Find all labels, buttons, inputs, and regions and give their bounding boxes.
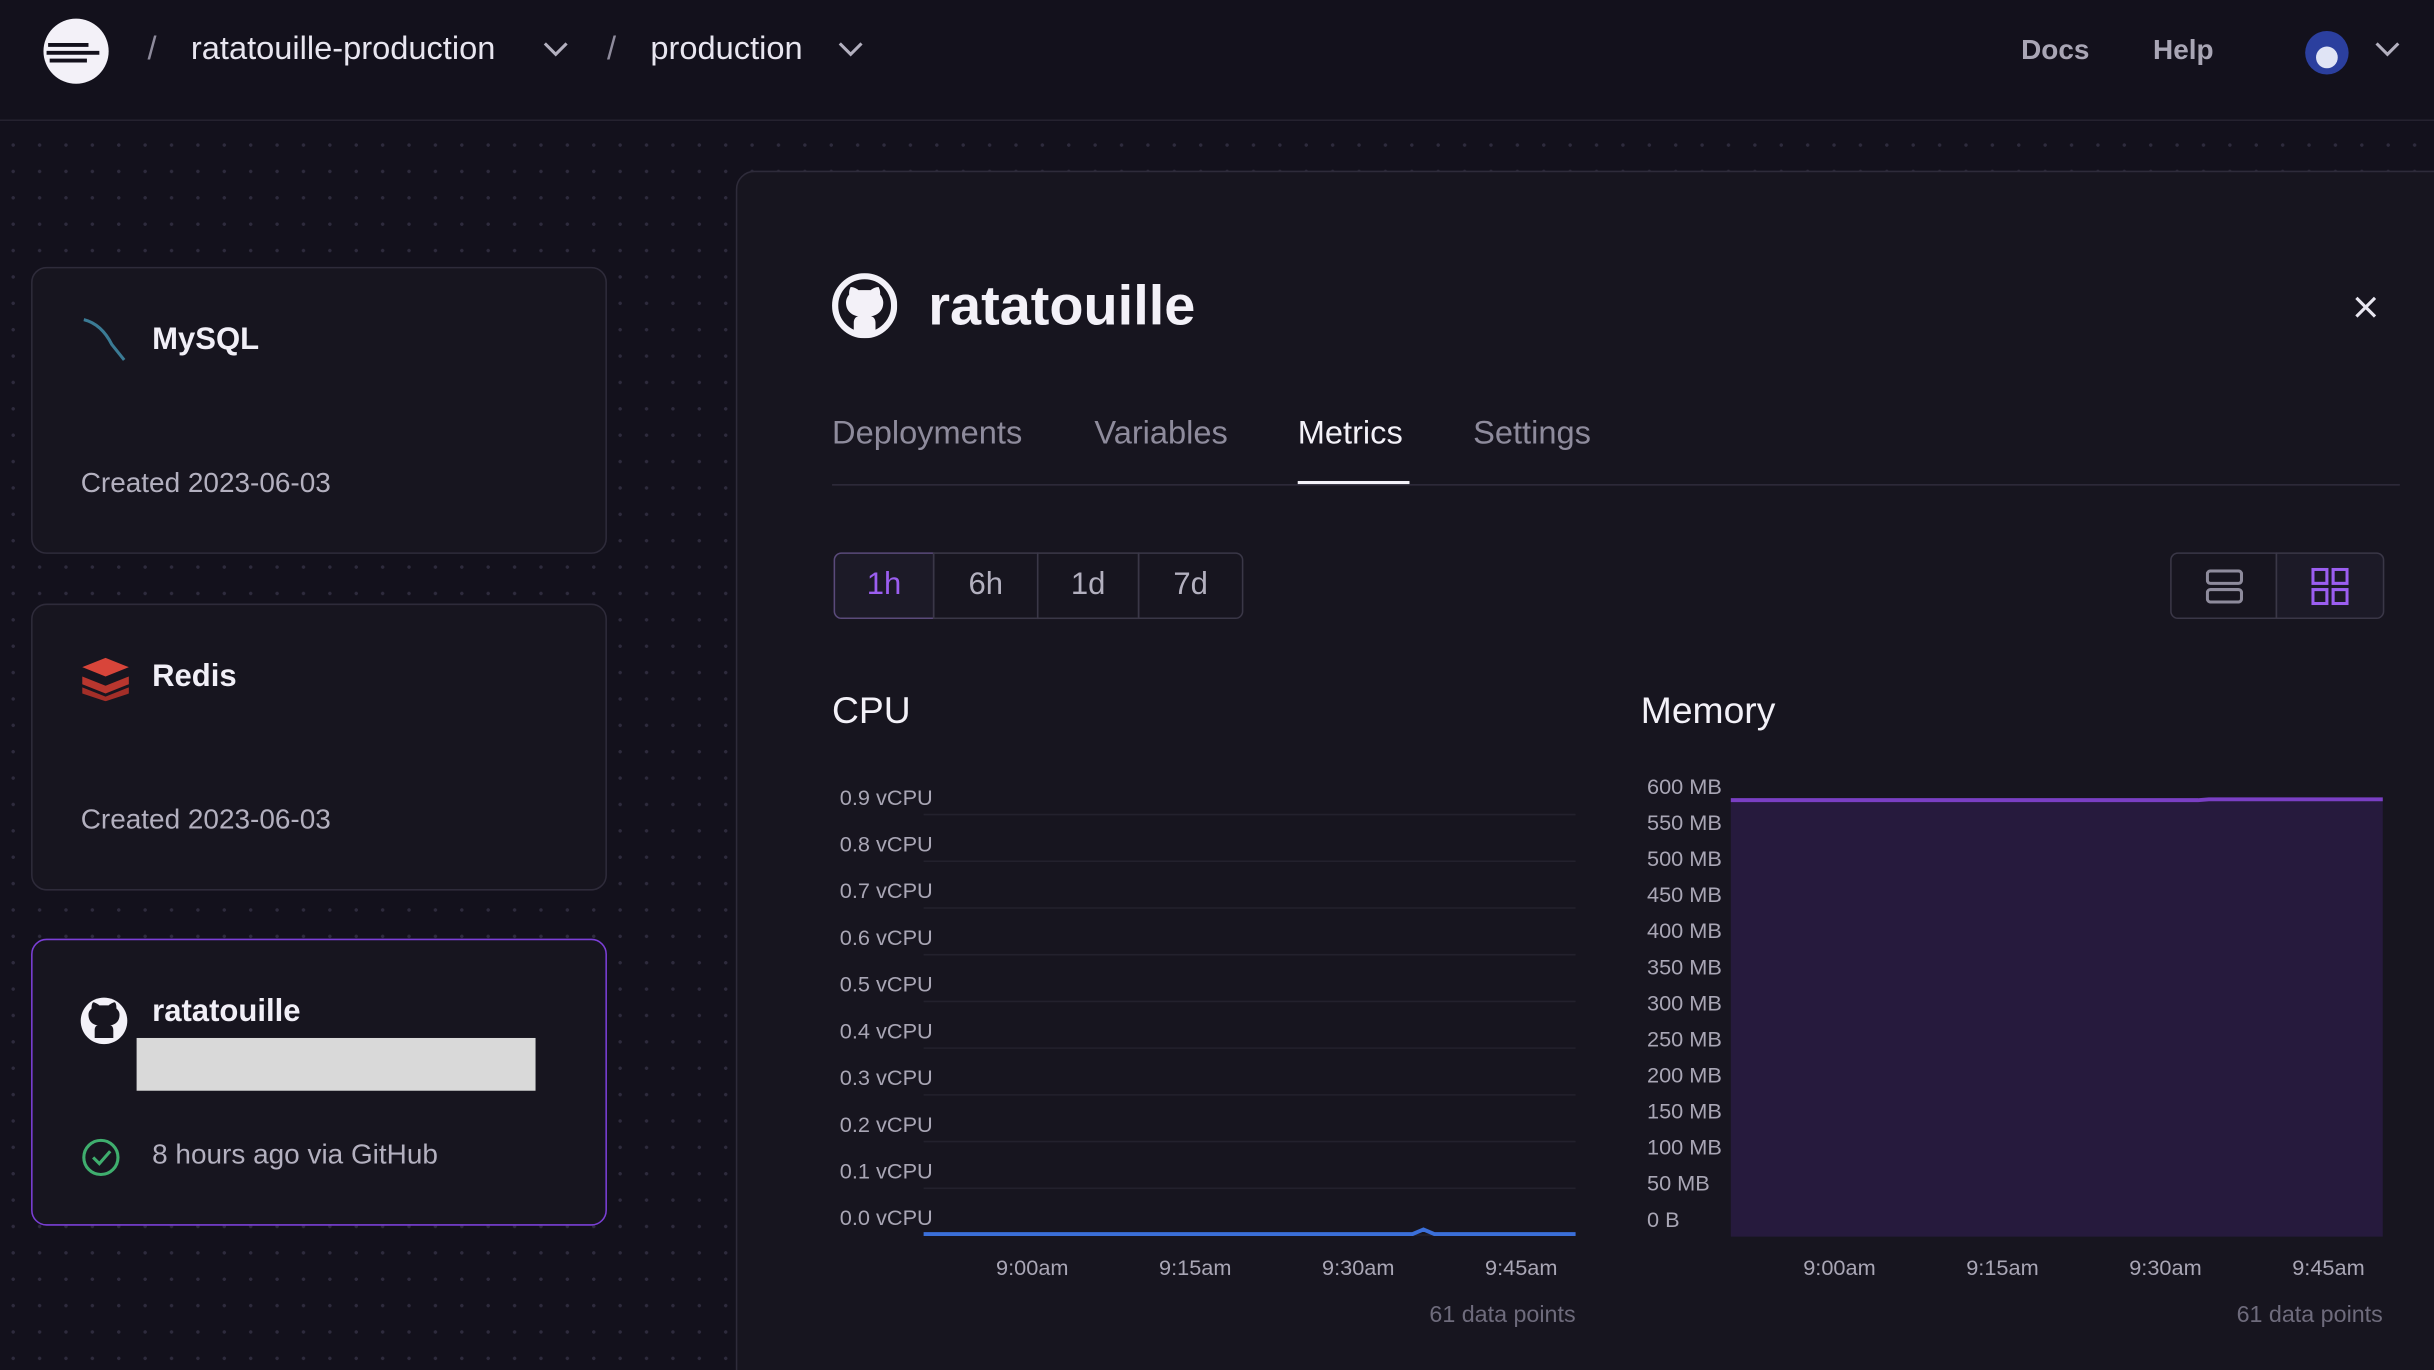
redis-icon — [82, 657, 129, 702]
service-status: 8 hours ago via GitHub — [152, 1138, 438, 1170]
y-tick-label: 550 MB — [1647, 810, 1722, 835]
docs-link[interactable]: Docs — [2021, 34, 2090, 66]
tab[interactable]: Settings — [1473, 415, 1591, 452]
x-tick-label: 9:30am — [1322, 1255, 1394, 1280]
chevron[interactable] — [542, 40, 570, 59]
github-icon — [832, 273, 898, 339]
success-icon — [82, 1138, 120, 1177]
y-tick-label: 0.4 vCPU — [840, 1018, 933, 1043]
separator: / — [606, 31, 617, 67]
chart-title: CPU — [832, 690, 911, 733]
x-tick-label: 9:15am — [1159, 1255, 1231, 1280]
tab[interactable]: Variables — [1094, 415, 1228, 452]
y-tick-label: 450 MB — [1647, 882, 1722, 907]
y-tick-label: 0.1 vCPU — [840, 1159, 933, 1184]
x-tick-label: 9:45am — [1485, 1255, 1557, 1280]
y-tick-label: 300 MB — [1647, 990, 1722, 1015]
tab-divider — [832, 484, 2400, 486]
service-name: Redis — [152, 659, 237, 694]
range-button[interactable]: 7d — [1137, 552, 1244, 620]
y-tick-label: 200 MB — [1647, 1062, 1722, 1087]
mysql-icon — [83, 318, 126, 361]
logo[interactable] — [42, 17, 110, 85]
y-tick-label: 500 MB — [1647, 846, 1722, 871]
y-tick-label: 100 MB — [1647, 1135, 1722, 1160]
service-card-selected[interactable]: ratatouille 8 hours ago via GitHub — [31, 938, 607, 1226]
project-name[interactable]: ratatouille-production — [190, 31, 496, 67]
y-tick-label: 0.5 vCPU — [840, 972, 933, 997]
range-button-active[interactable]: 1h — [833, 552, 935, 620]
tab-indicator — [1297, 480, 1410, 485]
environment-name[interactable]: production — [650, 31, 803, 67]
y-tick-label: 0.8 vCPU — [840, 831, 933, 856]
top-nav: / ratatouille-production / production Do… — [0, 0, 2434, 122]
y-tick-label: 0 B — [1647, 1207, 1680, 1232]
y-tick-label: 0.0 vCPU — [840, 1205, 933, 1230]
data-point-count: 61 data points — [2237, 1301, 2383, 1327]
service-name: ratatouille — [152, 994, 301, 1029]
x-tick-label: 9:00am — [996, 1255, 1068, 1280]
help-link[interactable]: Help — [2153, 34, 2214, 66]
x-tick-label: 9:00am — [1803, 1255, 1875, 1280]
tab[interactable]: Deployments — [832, 415, 1023, 452]
chevron[interactable] — [2373, 40, 2401, 59]
y-tick-label: 0.7 vCPU — [840, 878, 933, 903]
redacted-block — [136, 1037, 536, 1091]
y-tick-label: 0.6 vCPU — [840, 925, 933, 950]
y-tick-label: 0.3 vCPU — [840, 1065, 933, 1090]
y-tick-label: 150 MB — [1647, 1099, 1722, 1124]
chevron[interactable] — [837, 40, 865, 59]
chart-title: Memory — [1640, 690, 1776, 733]
tab-active[interactable]: Metrics — [1297, 415, 1403, 452]
service-status: Created 2023-06-03 — [80, 467, 331, 499]
y-tick-label: 600 MB — [1647, 774, 1722, 799]
y-tick-label: 400 MB — [1647, 918, 1722, 943]
y-tick-label: 250 MB — [1647, 1026, 1722, 1051]
panel-title: ratatouille — [928, 273, 1196, 337]
avatar[interactable] — [2304, 28, 2354, 78]
cpu-line — [923, 1227, 1576, 1237]
y-tick-label: 0.9 vCPU — [840, 785, 933, 810]
y-tick-label: 0.2 vCPU — [840, 1112, 933, 1137]
x-tick-label: 9:45am — [2292, 1255, 2364, 1280]
separator: / — [147, 31, 157, 67]
y-tick-label: 50 MB — [1647, 1171, 1710, 1196]
data-point-count: 61 data points — [1429, 1301, 1575, 1327]
x-tick-label: 9:15am — [1966, 1255, 2038, 1280]
service-card[interactable]: Redis Created 2023-06-03 — [31, 603, 607, 891]
memory-line — [1730, 797, 2383, 803]
service-status: Created 2023-06-03 — [80, 803, 331, 835]
service-name: MySQL — [152, 322, 260, 357]
y-tick-label: 350 MB — [1647, 954, 1722, 979]
x-tick-label: 9:30am — [2129, 1255, 2201, 1280]
github-icon — [80, 997, 128, 1045]
grid-view-button[interactable] — [2275, 552, 2385, 620]
close-button[interactable] — [2353, 295, 2378, 320]
service-card[interactable]: MySQL Created 2023-06-03 — [31, 266, 607, 554]
memory-area — [1730, 799, 2383, 1237]
